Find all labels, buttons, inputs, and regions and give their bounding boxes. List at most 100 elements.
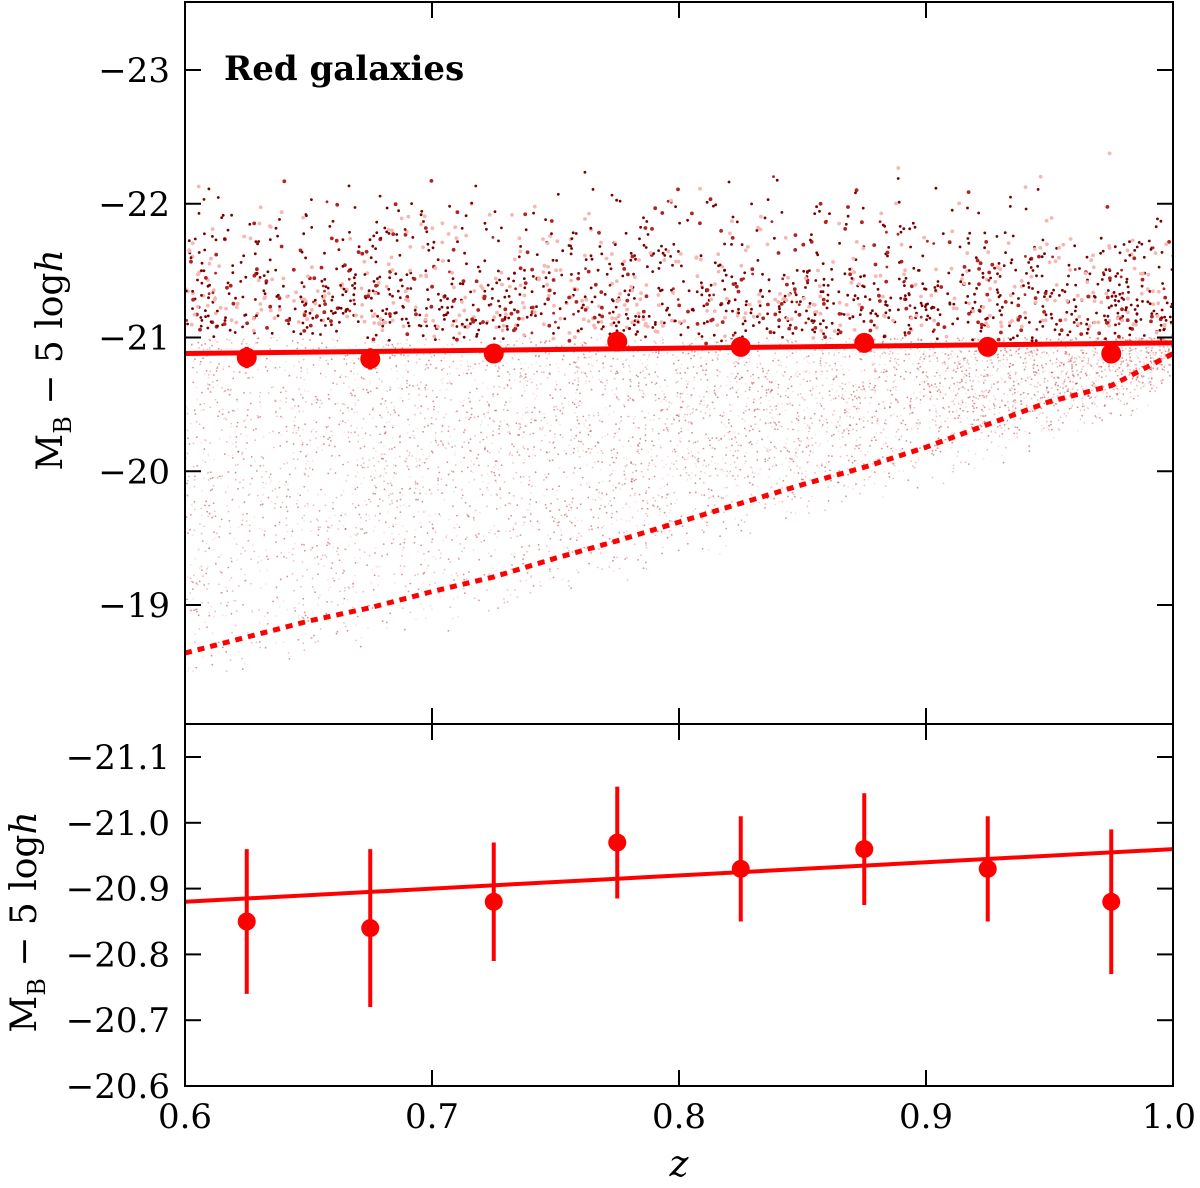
background-point bbox=[835, 424, 837, 427]
background-point bbox=[981, 394, 984, 397]
background-point bbox=[803, 370, 806, 373]
background-point bbox=[964, 373, 966, 376]
background-point bbox=[1094, 384, 1097, 386]
background-point bbox=[235, 610, 238, 612]
background-point bbox=[446, 461, 449, 464]
background-point bbox=[406, 338, 408, 341]
background-point bbox=[418, 464, 421, 467]
background-point bbox=[601, 361, 604, 364]
background-point bbox=[1129, 391, 1132, 394]
background-point bbox=[514, 354, 516, 356]
background-point bbox=[583, 423, 585, 425]
background-point bbox=[775, 424, 778, 426]
background-point bbox=[1123, 403, 1126, 406]
background-point bbox=[199, 523, 201, 525]
background-point bbox=[833, 409, 836, 412]
background-point bbox=[428, 514, 431, 517]
background-point bbox=[1142, 375, 1145, 378]
background-point bbox=[1008, 387, 1011, 390]
background-point bbox=[807, 444, 810, 447]
background-point bbox=[591, 466, 594, 469]
background-point bbox=[524, 516, 526, 518]
background-point bbox=[221, 475, 224, 478]
background-point bbox=[916, 486, 919, 489]
background-point bbox=[467, 441, 470, 444]
background-point bbox=[186, 452, 189, 455]
background-point bbox=[1137, 352, 1139, 354]
background-point bbox=[1043, 396, 1046, 398]
background-point bbox=[535, 362, 538, 364]
background-point bbox=[388, 526, 391, 529]
background-point bbox=[316, 555, 319, 558]
background-point bbox=[425, 384, 428, 386]
background-point bbox=[819, 362, 822, 365]
background-point bbox=[298, 388, 301, 391]
background-point bbox=[1111, 397, 1114, 400]
background-point bbox=[785, 475, 788, 477]
background-point bbox=[556, 408, 559, 411]
background-point bbox=[752, 428, 754, 431]
background-point bbox=[962, 427, 965, 430]
background-point bbox=[922, 395, 925, 398]
background-point bbox=[1082, 359, 1085, 362]
background-point bbox=[725, 446, 728, 449]
background-point bbox=[840, 364, 843, 367]
background-point bbox=[249, 483, 252, 485]
background-point bbox=[876, 419, 879, 422]
background-point bbox=[546, 545, 548, 548]
background-point bbox=[456, 523, 459, 526]
background-point bbox=[349, 535, 352, 538]
background-point bbox=[263, 615, 266, 618]
background-point bbox=[995, 404, 997, 407]
background-point bbox=[608, 537, 611, 540]
background-point bbox=[776, 482, 778, 485]
background-point bbox=[499, 488, 502, 491]
background-point bbox=[531, 363, 533, 366]
background-point bbox=[804, 398, 807, 401]
background-point bbox=[1028, 354, 1031, 357]
background-point bbox=[217, 476, 219, 479]
background-point bbox=[802, 478, 804, 481]
background-point bbox=[215, 370, 218, 372]
background-point bbox=[859, 436, 861, 439]
background-point bbox=[187, 532, 189, 535]
background-point bbox=[828, 364, 831, 367]
background-point bbox=[297, 638, 300, 641]
background-point bbox=[1026, 405, 1029, 408]
background-point bbox=[233, 370, 235, 373]
background-point bbox=[1083, 409, 1086, 411]
background-point bbox=[886, 388, 889, 391]
background-point bbox=[774, 503, 776, 506]
background-point bbox=[917, 336, 920, 339]
background-point bbox=[394, 457, 396, 459]
background-point bbox=[427, 467, 430, 470]
background-point bbox=[509, 530, 511, 533]
background-point bbox=[795, 341, 798, 344]
background-point bbox=[961, 401, 964, 404]
background-point bbox=[805, 370, 807, 373]
background-point bbox=[582, 443, 584, 446]
background-point bbox=[486, 589, 488, 591]
background-point bbox=[873, 436, 876, 438]
background-point bbox=[787, 387, 789, 390]
background-point bbox=[1124, 347, 1127, 350]
background-point bbox=[944, 363, 946, 366]
background-point bbox=[195, 420, 198, 423]
background-point bbox=[652, 418, 655, 421]
background-point bbox=[806, 424, 809, 427]
background-point bbox=[984, 375, 987, 378]
background-point bbox=[743, 455, 746, 458]
background-point bbox=[793, 493, 795, 496]
background-point bbox=[711, 456, 714, 458]
background-point bbox=[372, 492, 375, 495]
background-point bbox=[686, 448, 689, 450]
background-point bbox=[445, 534, 448, 536]
background-point bbox=[206, 348, 209, 351]
background-point bbox=[526, 572, 529, 574]
background-point bbox=[554, 494, 556, 497]
background-point bbox=[947, 364, 949, 367]
background-point bbox=[961, 386, 964, 388]
background-point bbox=[315, 421, 318, 424]
background-point bbox=[1075, 363, 1077, 366]
background-point bbox=[1072, 381, 1074, 383]
